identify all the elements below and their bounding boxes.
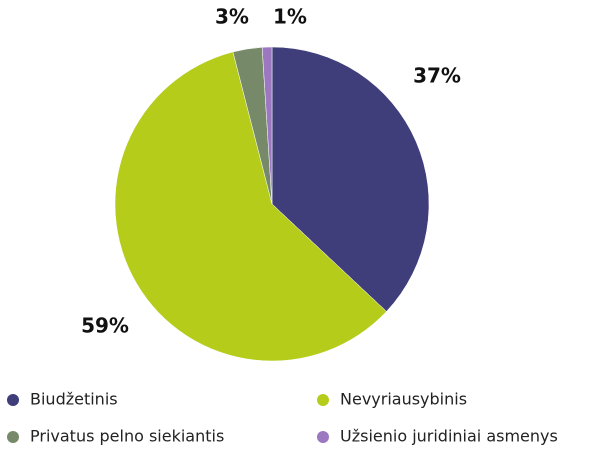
legend-label: Biudžetinis (30, 390, 118, 409)
data-label: 37% (413, 64, 461, 88)
legend-marker (7, 394, 19, 406)
legend-marker (7, 431, 19, 443)
pie-slice (261, 46, 273, 205)
data-label: 3% (215, 5, 249, 29)
data-label: 59% (81, 314, 129, 338)
legend-label: Privatus pelno siekiantis (30, 427, 224, 446)
legend-marker (317, 431, 329, 443)
legend-label: Užsienio juridiniai asmenys (340, 427, 558, 446)
legend-marker (317, 394, 329, 406)
data-label: 1% (273, 5, 307, 29)
pie-slice (271, 46, 430, 312)
legend-label: Nevyriausybinis (340, 390, 467, 409)
pie-slice (114, 51, 387, 362)
